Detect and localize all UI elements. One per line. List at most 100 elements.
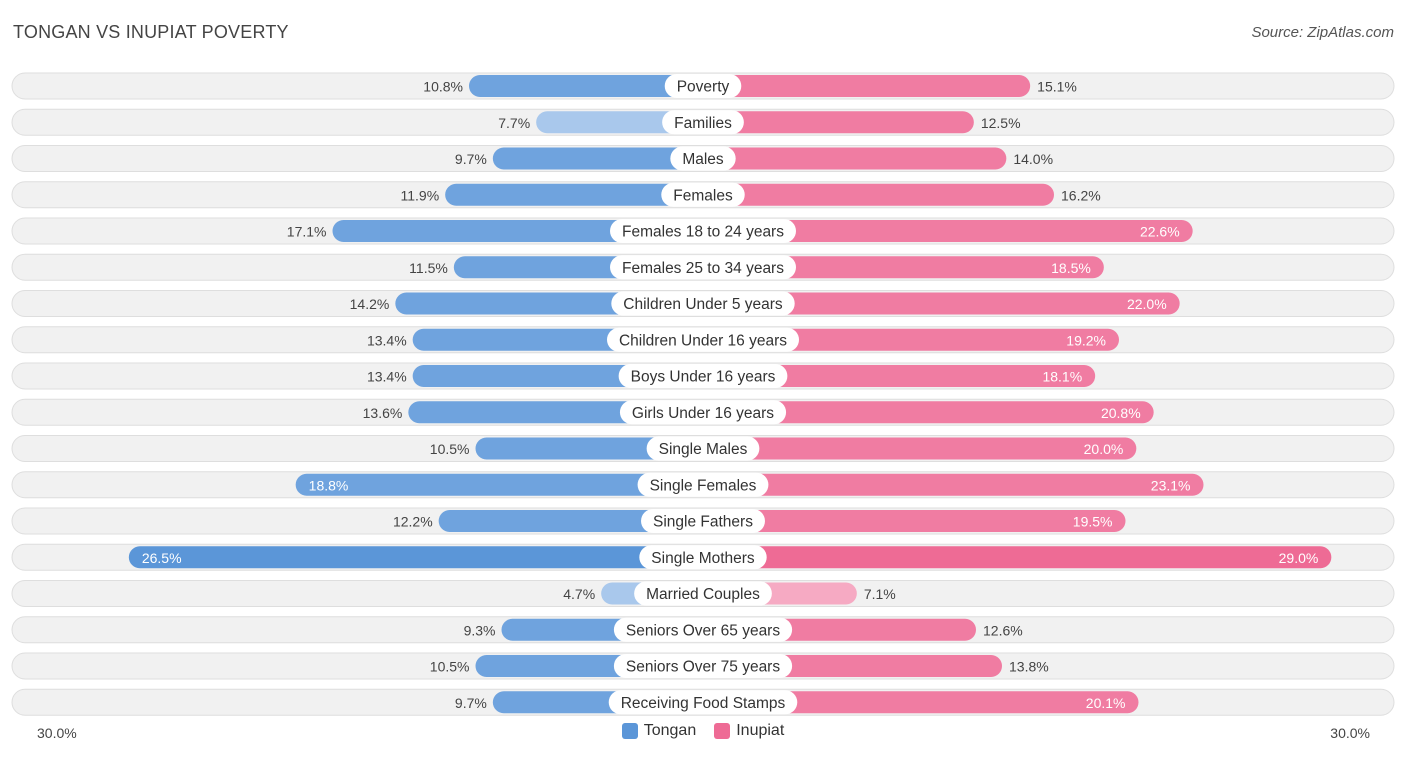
value-label-inupiat: 12.6% [983,622,1023,638]
category-pill [646,436,760,461]
chart-legend: Tongan Inupiat [0,722,1406,740]
value-label-tongan: 18.8% [309,477,349,493]
category-pill [641,509,765,533]
value-label-tongan: 9.7% [455,695,487,711]
value-label-inupiat: 13.8% [1009,659,1049,675]
bar-inupiat[interactable] [703,510,1126,532]
value-label-inupiat: 20.1% [1086,695,1126,711]
value-label-inupiat: 12.5% [981,115,1021,131]
value-label-tongan: 10.5% [430,441,470,457]
row-16: 10.5% 13.8% Seniors Over 75 years [11,652,1395,680]
category-pill [619,400,787,425]
legend-swatch-inupiat [714,723,731,739]
category-label: Seniors Over 75 years [626,659,780,676]
value-label-inupiat: 22.0% [1127,296,1167,312]
row-10: 10.5% 20.0% Single Males [11,435,1395,462]
category-pill [613,617,793,642]
row-9: 13.6% 20.8% Girls Under 16 years [11,398,1395,426]
bar-tongan[interactable] [445,183,703,206]
value-label-tongan: 13.4% [367,332,407,348]
category-pill [662,110,744,135]
bar-inupiat[interactable] [703,401,1154,424]
value-label-tongan: 12.2% [393,514,433,530]
category-pill [618,364,788,388]
value-label-inupiat: 19.2% [1066,332,1106,348]
value-label-inupiat: 19.5% [1073,514,1113,530]
bar-tongan[interactable] [295,473,703,496]
bar-inupiat[interactable] [703,147,1007,170]
row-1: 7.7% 12.5% Families [11,108,1395,136]
value-label-inupiat: 29.0% [1279,550,1319,566]
bar-tongan[interactable] [492,147,703,170]
bar-inupiat[interactable] [703,111,974,134]
category-pill [639,545,767,570]
category-label: Females [673,187,733,204]
value-label-inupiat: 16.2% [1061,187,1101,203]
bar-tongan[interactable] [469,75,703,97]
value-label-tongan: 9.3% [464,622,496,638]
bar-inupiat[interactable] [703,473,1204,496]
value-label-tongan: 4.7% [563,586,595,602]
category-pill [610,255,796,280]
bar-tongan[interactable] [438,510,703,532]
bar-inupiat[interactable] [703,183,1054,206]
category-pill [634,581,772,606]
category-label: Married Couples [646,586,760,603]
axis-left-label: 30.0% [37,725,77,741]
category-label: Receiving Food Stamps [621,695,786,712]
category-pill [670,146,736,171]
bar-inupiat[interactable] [703,691,1139,714]
value-label-tongan: 14.2% [350,296,390,312]
category-pill [606,327,800,352]
value-label-tongan: 13.6% [363,405,403,421]
category-label: Single Fathers [653,514,753,531]
bar-tongan[interactable] [475,437,704,460]
row-3: 11.9% 16.2% Females [11,181,1395,209]
category-label: Girls Under 16 years [632,405,774,422]
bar-inupiat[interactable] [703,256,1104,279]
bar-tongan[interactable] [536,111,703,134]
category-label: Children Under 16 years [619,332,787,349]
row-11: 18.8% 23.1% Single Females [11,471,1395,499]
bar-inupiat[interactable] [703,365,1096,387]
value-label-inupiat: 20.8% [1101,405,1141,421]
value-label-inupiat: 18.1% [1042,369,1082,385]
row-12: 12.2% 19.5% Single Fathers [11,507,1395,535]
bar-inupiat[interactable] [703,437,1137,460]
value-label-tongan: 11.9% [400,187,439,203]
chart-title: TONGAN VS INUPIAT POVERTY [13,22,289,42]
category-label: Females 25 to 34 years [622,260,784,277]
category-pill [610,219,796,243]
value-label-tongan: 9.7% [455,151,487,167]
value-label-inupiat: 14.0% [1013,151,1053,167]
bar-tongan[interactable] [332,220,704,242]
value-label-inupiat: 7.1% [864,586,896,602]
row-4: 17.1% 22.6% Females 18 to 24 years [11,217,1395,245]
row-5: 11.5% 18.5% Females 25 to 34 years [11,253,1395,281]
category-label: Children Under 5 years [623,296,783,313]
category-pill [664,74,742,98]
row-14: 4.7% 7.1% Married Couples [11,580,1395,607]
bar-inupiat[interactable] [703,546,1332,569]
chart-area: 10.8% 15.1% Poverty 7.7% 12.5% Families 9.7% 14… [11,72,1395,716]
axis-right-label: 30.0% [1330,725,1370,741]
row-13: 26.5% 29.0% Single Mothers [11,543,1395,571]
legend-swatch-tongan [621,723,638,739]
bar-tongan[interactable] [128,546,704,569]
row-2: 9.7% 14.0% Males [11,145,1395,172]
row-15: 9.3% 12.6% Seniors Over 65 years [11,616,1395,644]
bar-inupiat[interactable] [703,220,1193,242]
value-label-inupiat: 20.0% [1084,441,1124,457]
category-pill [608,690,798,715]
legend-item-tongan[interactable]: Tongan [621,722,697,740]
value-label-tongan: 13.4% [367,369,407,385]
value-label-inupiat: 22.6% [1140,224,1180,240]
legend-label-tongan: Tongan [643,722,697,739]
bar-inupiat[interactable] [703,292,1180,315]
value-label-tongan: 17.1% [287,224,327,240]
chart-source: Source: ZipAtlas.com [1251,24,1394,41]
bar-inupiat[interactable] [703,328,1119,351]
value-label-tongan: 10.8% [423,79,463,95]
bar-inupiat[interactable] [703,75,1031,97]
legend-item-inupiat[interactable]: Inupiat [714,722,784,740]
